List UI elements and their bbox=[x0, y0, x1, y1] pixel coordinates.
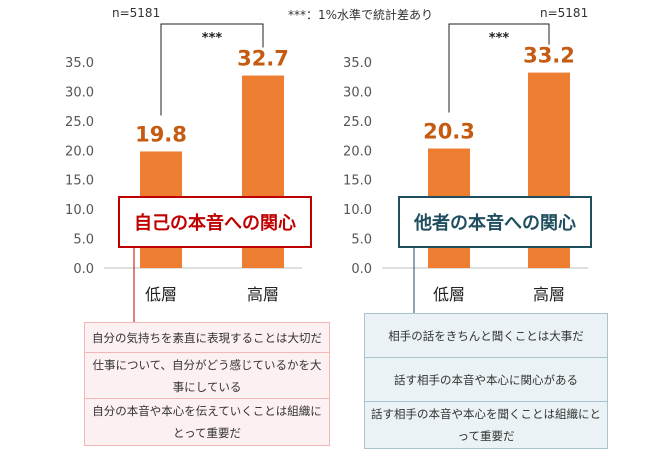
left-item-1: 自分の気持ちを素直に表現することは大切だ bbox=[85, 323, 329, 353]
right-ytick-label: 30.0 bbox=[343, 85, 372, 100]
left-significance-marker: *** bbox=[202, 31, 223, 46]
left-significance-bracket bbox=[160, 23, 264, 116]
left-category-label: 低層 bbox=[145, 285, 177, 304]
right-category-label: 高層 bbox=[533, 285, 565, 304]
left-value-label: 32.7 bbox=[237, 47, 289, 71]
right-significance-bracket bbox=[448, 23, 550, 113]
left-ytick-label: 10.0 bbox=[65, 203, 94, 218]
left-ytick-label: 0.0 bbox=[73, 262, 94, 277]
right-ytick-label: 5.0 bbox=[351, 233, 372, 248]
left-ytick-label: 20.0 bbox=[65, 144, 94, 159]
left-value-label: 19.8 bbox=[135, 122, 187, 146]
right-ytick-label: 35.0 bbox=[343, 56, 372, 71]
left-ytick-label: 5.0 bbox=[73, 233, 94, 248]
left-ytick-label: 30.0 bbox=[65, 85, 94, 100]
right-ytick-label: 15.0 bbox=[343, 174, 372, 189]
significance-note: ***：1%水準で統計差あり bbox=[288, 8, 434, 22]
left-ytick-label: 15.0 bbox=[65, 174, 94, 189]
right-ytick-label: 10.0 bbox=[343, 203, 372, 218]
right-n-label: n=5181 bbox=[540, 6, 589, 20]
right-value-label: 33.2 bbox=[523, 44, 575, 68]
right-item-3: 話す相手の本音や本心を聞くことは組織にとって重要だ bbox=[371, 407, 601, 443]
right-value-label: 20.3 bbox=[423, 120, 475, 144]
right-item-2: 話す相手の本音や本心に関心がある bbox=[365, 358, 607, 402]
left-category-label: 高層 bbox=[247, 285, 279, 304]
left-chart-title: 自己の本音への関心 bbox=[118, 196, 312, 248]
left-item-3: 自分の本音や本心を伝えていくことは組織にとって重要だ bbox=[92, 404, 322, 440]
right-significance-marker: *** bbox=[489, 31, 510, 46]
left-ytick-label: 35.0 bbox=[65, 56, 94, 71]
right-chart-title: 他者の本音への関心 bbox=[398, 196, 592, 248]
right-ytick-label: 25.0 bbox=[343, 115, 372, 130]
right-item-1: 相手の話をきちんと聞くことは大事だ bbox=[365, 314, 607, 358]
left-n-label: n=5181 bbox=[112, 6, 161, 20]
left-ytick-label: 25.0 bbox=[65, 115, 94, 130]
right-ytick-label: 20.0 bbox=[343, 144, 372, 159]
right-ytick-label: 0.0 bbox=[351, 262, 372, 277]
right-items-list: 相手の話をきちんと聞くことは大事だ 話す相手の本音や本心に関心がある 話す相手の… bbox=[364, 313, 608, 449]
left-items-list: 自分の気持ちを素直に表現することは大切だ 仕事について、自分がどう感じているかを… bbox=[84, 322, 330, 446]
right-category-label: 低層 bbox=[433, 285, 465, 304]
left-item-2: 仕事について、自分がどう感じているかを大事にしている bbox=[85, 353, 329, 399]
